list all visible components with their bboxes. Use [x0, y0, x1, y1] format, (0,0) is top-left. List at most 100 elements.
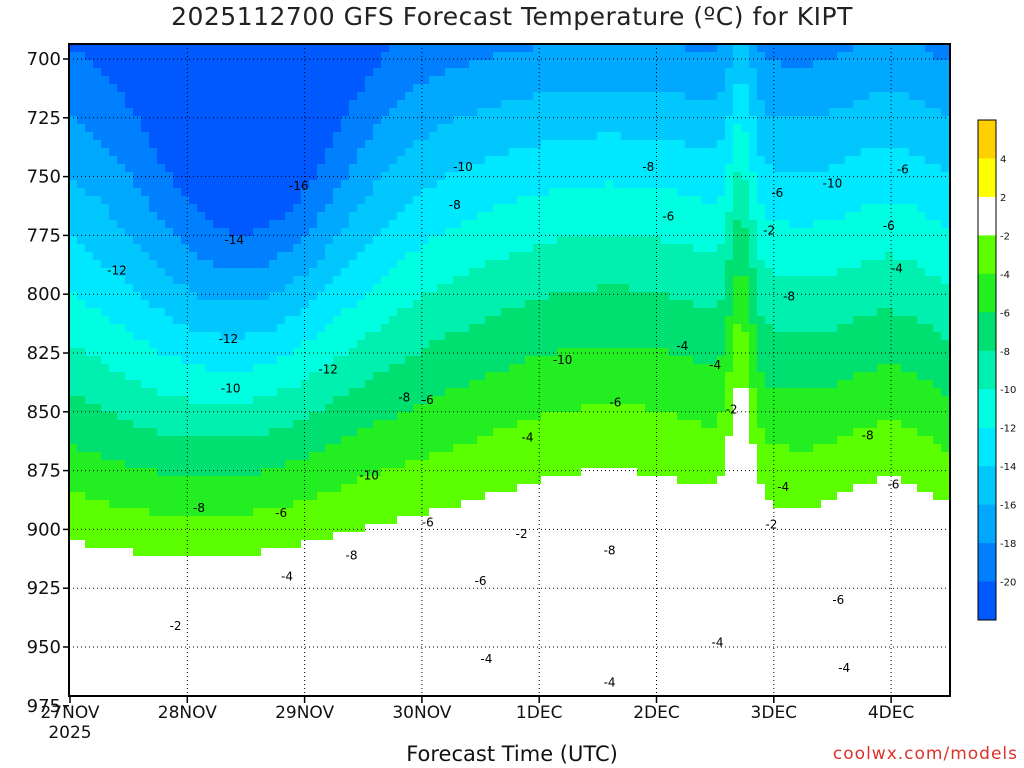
contour-label: -10	[453, 160, 473, 174]
colorbar-label: -8	[1000, 347, 1010, 358]
colorbar-swatch	[978, 427, 996, 467]
contour-label: -12	[107, 264, 127, 278]
colorbar-label: -2	[1000, 231, 1010, 242]
contour-label: -10	[553, 353, 573, 367]
contour-label: -2	[763, 224, 775, 238]
contour-label: -6	[422, 393, 434, 407]
y-tick-label: 750	[27, 167, 61, 188]
x-tick-label: 29NOV	[275, 703, 334, 723]
y-tick-label: 900	[27, 519, 61, 540]
colorbar-label: 4	[1000, 154, 1006, 165]
x-tick-label: 30NOV	[392, 703, 451, 723]
grid-lines	[69, 44, 950, 696]
contour-label: -4	[521, 431, 533, 445]
colorbar-swatch	[978, 466, 996, 506]
contour-label: -6	[275, 506, 287, 520]
y-tick-label: 950	[27, 637, 61, 658]
colorbar-frame	[977, 119, 997, 621]
y-tick-label: 825	[27, 343, 61, 364]
contour-label: -6	[609, 395, 621, 409]
contour-label: -4	[604, 675, 616, 689]
contour-label: -8	[642, 160, 654, 174]
contour-label: -6	[475, 574, 487, 588]
contour-label: -4	[480, 652, 492, 666]
contour-label: -4	[777, 480, 789, 494]
contour-label: -4	[712, 635, 724, 649]
colorbar: 4 2 -2 -4 -6 -8 -10 -12 -14 -16 -18 -20	[977, 119, 1016, 621]
colorbar-label: -16	[1000, 501, 1016, 512]
colorbar-label: -18	[1000, 539, 1016, 550]
chart-title: 2025112700 GFS Forecast Temperature (ºC)…	[171, 2, 853, 31]
colorbar-swatch	[978, 504, 996, 544]
colorbar-label: -20	[1000, 578, 1016, 589]
x-year-label: 2025	[48, 723, 91, 743]
contour-label: -2	[516, 527, 528, 541]
contour-label: -8	[783, 290, 795, 304]
contour-label: -6	[897, 163, 909, 177]
y-tick-label: 975	[27, 696, 61, 717]
colorbar-swatch	[978, 273, 996, 313]
colorbar-label: -6	[1000, 308, 1010, 319]
contour-label: -10	[359, 468, 379, 482]
colorbar-swatch	[978, 389, 996, 429]
x-tick-label: 1DEC	[516, 703, 563, 723]
colorbar-swatch	[978, 158, 996, 198]
colorbar-swatch	[978, 581, 996, 621]
contour-label: -8	[193, 501, 205, 515]
x-axis-label: Forecast Time (UTC)	[406, 742, 618, 766]
credit-link[interactable]: coolwx.com/models	[832, 744, 1018, 764]
x-axis: 27NOV 28NOV 29NOV 30NOV 1DEC 2DEC 3DEC 4DEC 2025	[40, 696, 914, 743]
contour-label: -2	[726, 402, 738, 416]
contour-label: -16	[289, 179, 309, 193]
contour-label: -10	[823, 177, 843, 191]
contour-label: -4	[838, 661, 850, 675]
contour-label: -10	[221, 381, 241, 395]
contour-label: -8	[449, 198, 461, 212]
contour-label: -8	[862, 428, 874, 442]
colorbar-label: -4	[1000, 270, 1010, 281]
colorbar-swatch	[978, 543, 996, 583]
colorbar-swatch	[978, 120, 996, 159]
contour-label: -4	[281, 569, 293, 583]
colorbar-label: 2	[1000, 193, 1006, 204]
contour-label: -2	[170, 619, 182, 633]
y-tick-label: 800	[27, 284, 61, 305]
contour-label: -6	[887, 478, 899, 492]
plot-area: -12 -12 -14 -16 -12 -10 -10 -8 -10 -8 -6 -8 -6 -8 -6 -4…	[69, 44, 950, 713]
contour-label: -6	[832, 593, 844, 607]
x-tick-label: 27NOV	[40, 703, 99, 723]
colorbar-label: -14	[1000, 462, 1016, 473]
y-tick-label: 850	[27, 402, 61, 423]
y-tick-label: 725	[27, 108, 61, 129]
contour-label: -6	[883, 219, 895, 233]
temperature-fills	[69, 44, 950, 696]
contour-label: -6	[662, 210, 674, 224]
contour-label: -4	[891, 261, 903, 275]
contour-label: -8	[398, 391, 410, 405]
contour-label: -4	[709, 358, 721, 372]
contour-label: -12	[219, 332, 239, 346]
contour-label: -2	[765, 518, 777, 532]
x-tick-label: 28NOV	[158, 703, 217, 723]
colorbar-label: -12	[1000, 424, 1016, 435]
contour-label: -2	[733, 699, 745, 713]
contour-label: -6	[771, 186, 783, 200]
contour-label: -8	[604, 544, 616, 558]
y-tick-label: 700	[27, 49, 61, 70]
y-tick-label: 775	[27, 225, 61, 246]
y-tick-label: 925	[27, 578, 61, 599]
y-tick-label: 875	[27, 461, 61, 482]
colorbar-swatch	[978, 235, 996, 275]
contour-label: -14	[224, 233, 244, 247]
x-tick-label: 3DEC	[751, 703, 798, 723]
colorbar-swatch	[978, 312, 996, 352]
contour-label: -12	[318, 362, 338, 376]
contour-labels: -12 -12 -14 -16 -12 -10 -10 -8 -10 -8 -6 -8 -6 -8 -6 -4…	[107, 160, 909, 713]
contour-label: -8	[346, 548, 358, 562]
y-axis: 700 725 750 775 800 825 850 875 900 925 950 975	[27, 49, 69, 717]
contour-label: -6	[422, 515, 434, 529]
x-tick-label: 2DEC	[633, 703, 680, 723]
colorbar-label: -10	[1000, 385, 1016, 396]
colorbar-swatch	[978, 350, 996, 390]
